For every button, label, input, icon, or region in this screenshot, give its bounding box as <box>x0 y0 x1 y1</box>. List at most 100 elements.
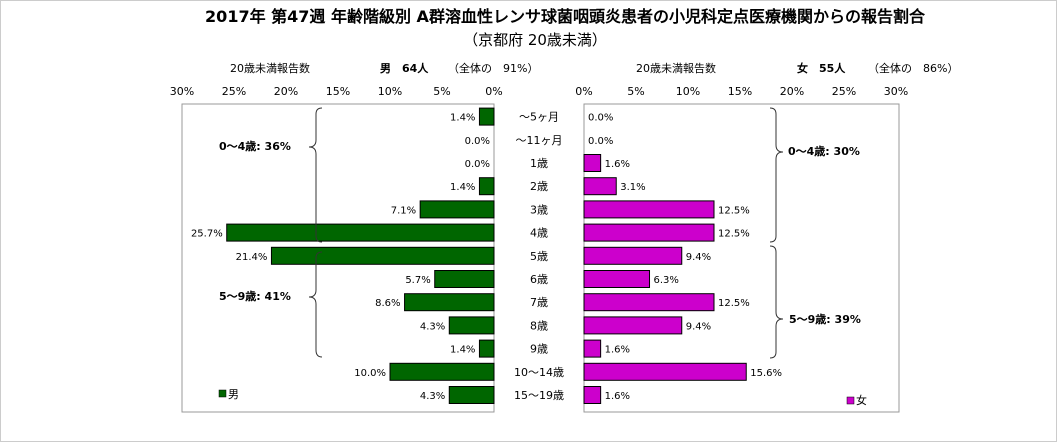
category-label: 8歳 <box>530 319 548 332</box>
male-x-tick-label: 25% <box>222 85 246 98</box>
group-brackets <box>308 107 784 359</box>
male-bar <box>270 246 495 265</box>
female-data-label: 15.6% <box>750 368 782 379</box>
male-data-label: 1.4% <box>450 345 475 356</box>
category-label: 10～14歳 <box>514 366 564 379</box>
male-data-label: 8.6% <box>375 298 400 309</box>
bracket-female-5-9 <box>769 245 784 359</box>
female-data-label: 12.5% <box>718 229 750 240</box>
female-bar <box>583 177 617 196</box>
male-x-tick-label: 0% <box>485 85 502 98</box>
male-data-label: 21.4% <box>236 252 268 263</box>
female-bar <box>583 316 683 335</box>
category-label: 4歳 <box>530 227 548 240</box>
female-x-tick-label: 20% <box>780 85 804 98</box>
bracket-male-0-4 <box>308 107 323 243</box>
category-labels: ～5ヶ月 ～11ヶ月 1歳 2歳 3歳 4歳 5歳 6歳 7歳 8歳 9歳 10～14歳 15～19歳 <box>514 111 564 402</box>
female-data-label: 9.4% <box>686 252 711 263</box>
category-label: 2歳 <box>530 180 548 193</box>
category-label: 3歳 <box>530 203 548 216</box>
female-x-tick-label: 0% <box>575 85 592 98</box>
male-data-label: 7.1% <box>391 205 416 216</box>
category-label: ～5ヶ月 <box>519 111 559 124</box>
female-x-tick-label: 15% <box>728 85 752 98</box>
female-header-label: 20歳未満報告数 <box>636 62 716 75</box>
category-label: ～11ヶ月 <box>516 134 563 147</box>
female-data-label: 1.6% <box>605 391 630 402</box>
male-group-5-9-label: 5～9歳: 41% <box>219 289 291 303</box>
male-data-label: 4.3% <box>420 391 445 402</box>
bracket-female-0-4 <box>769 107 784 243</box>
male-x-tick-label: 30% <box>170 85 194 98</box>
male-bar <box>389 362 495 381</box>
category-label: 7歳 <box>530 296 548 309</box>
female-bar <box>583 223 715 242</box>
bracket-male-5-9 <box>308 251 323 358</box>
male-bar <box>448 316 495 335</box>
female-bar <box>583 386 602 404</box>
legend-male-swatch <box>218 389 227 398</box>
male-header-label: 20歳未満報告数 <box>230 62 310 75</box>
female-header-note: （全体の 86%） <box>868 61 958 75</box>
male-group-0-4-label: 0～4歳: 36% <box>219 139 291 153</box>
category-label: 15～19歳 <box>514 389 564 402</box>
female-data-label: 9.4% <box>686 321 711 332</box>
female-bar <box>583 339 602 358</box>
male-header-count: 男 64人 <box>380 61 429 75</box>
male-x-tick-label: 10% <box>378 85 402 98</box>
chart-subtitle: （京都府 20歳未満） <box>463 31 607 49</box>
category-label: 5歳 <box>530 250 548 263</box>
female-group-5-9-label: 5～9歳: 39% <box>789 312 861 326</box>
male-bar <box>478 177 495 196</box>
male-data-label: 4.3% <box>420 321 445 332</box>
female-group-0-4-label: 0～4歳: 30% <box>788 144 860 158</box>
male-axis-ticks: 30% 25% 20% 15% 10% 5% 0% <box>170 85 503 98</box>
male-bar <box>434 270 495 288</box>
male-data-label: 5.7% <box>405 275 430 286</box>
male-data-label: 25.7% <box>191 229 223 240</box>
female-data-label: 3.1% <box>620 182 645 193</box>
female-data-label: 1.6% <box>605 345 630 356</box>
female-bar <box>583 270 651 288</box>
category-label: 1歳 <box>530 157 548 170</box>
female-bar <box>583 362 747 381</box>
category-label: 9歳 <box>530 343 548 356</box>
male-bar <box>226 223 495 242</box>
female-x-tick-label: 5% <box>627 85 644 98</box>
female-header-count: 女 55人 <box>797 61 846 75</box>
male-data-label: 0.0% <box>465 159 490 170</box>
female-x-tick-label: 10% <box>676 85 700 98</box>
female-bar <box>583 154 602 172</box>
male-bar <box>448 386 495 404</box>
male-x-tick-label: 15% <box>326 85 350 98</box>
female-x-tick-label: 30% <box>884 85 908 98</box>
female-data-label: 6.3% <box>654 275 679 286</box>
male-header-note: （全体の 91%） <box>448 61 538 75</box>
legend-female-label: 女 <box>856 393 867 407</box>
male-bar <box>419 200 495 219</box>
female-bar <box>583 246 683 265</box>
category-label: 6歳 <box>530 273 548 286</box>
male-bar <box>404 293 495 312</box>
female-axis-ticks: 0% 5% 10% 15% 20% 25% 30% <box>575 85 908 98</box>
male-bar <box>478 107 495 126</box>
male-x-tick-label: 20% <box>274 85 298 98</box>
female-x-tick-label: 25% <box>832 85 856 98</box>
female-bar <box>583 293 715 312</box>
female-data-label: 12.5% <box>718 298 750 309</box>
female-bar <box>583 200 715 219</box>
female-data-label: 0.0% <box>588 113 613 124</box>
female-data-label: 1.6% <box>605 159 630 170</box>
male-data-label: 1.4% <box>450 182 475 193</box>
male-x-tick-label: 5% <box>433 85 450 98</box>
female-data-label: 12.5% <box>718 205 750 216</box>
male-bar <box>478 339 495 358</box>
female-data-label: 0.0% <box>588 136 613 147</box>
chart-title: 2017年 第47週 年齢階級別 A群溶血性レンサ球菌咽頭炎患者の小児科定点医療… <box>205 7 926 26</box>
legend-male-label: 男 <box>228 388 239 401</box>
male-data-label: 10.0% <box>354 368 386 379</box>
legend-female-swatch <box>846 396 855 405</box>
bars-layer: 1.4% 0.0% 0.0% 0.0% 0.0% 1.6% 1.4% 3.1% 7.1% 12.5… <box>191 107 782 404</box>
male-data-label: 1.4% <box>450 113 475 124</box>
